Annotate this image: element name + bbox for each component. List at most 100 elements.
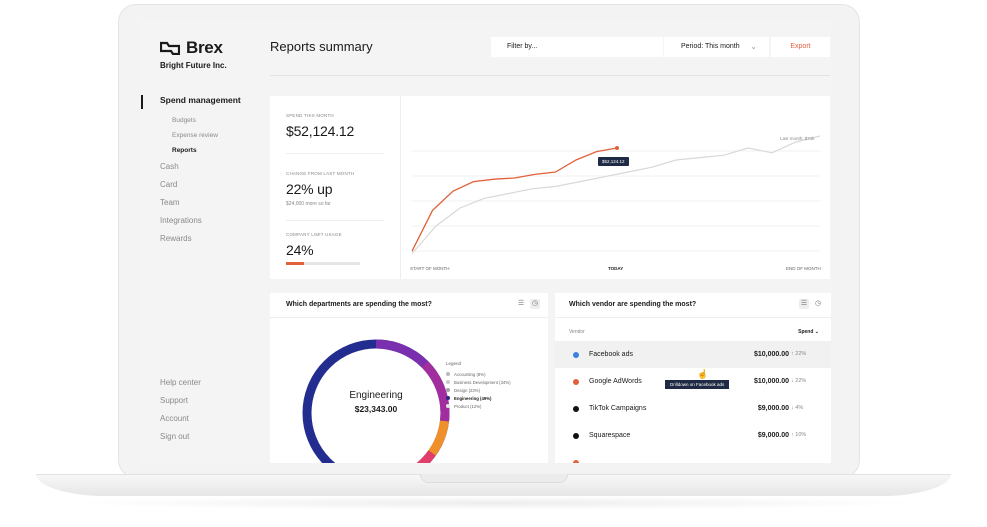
stat-spend: SPEND THIS MONTH $52,124.12	[286, 113, 391, 139]
vendors-title: Which vendor are spending the most?	[569, 301, 697, 308]
vendor-table-header: Vendor Spend ⌄	[569, 329, 819, 335]
nav-item-support[interactable]: Support	[160, 396, 189, 405]
nav-item-account[interactable]: Account	[160, 414, 189, 423]
legend-dot	[446, 396, 450, 400]
vendor-row[interactable]: TikTok Campaigns $9,000.00 ↓ 4%	[555, 395, 831, 422]
stat-spend-value: $52,124.12	[286, 123, 355, 139]
list-view-icon[interactable]: ☰	[799, 299, 809, 309]
list-view-icon[interactable]: ☰	[517, 300, 525, 307]
view-toggle: ☰ ◷	[516, 299, 540, 309]
last-month-label: Last month: $71k	[780, 136, 815, 141]
limit-usage-bar	[286, 262, 360, 265]
current-value-point[interactable]	[615, 146, 619, 150]
laptop-notch	[420, 474, 568, 483]
nav-active-indicator	[141, 95, 143, 109]
stat-limit: COMPANY LIMIT USAGE 24%	[286, 232, 391, 265]
brand[interactable]: Brex	[160, 38, 223, 58]
vendor-amount: $9,000.00	[757, 405, 789, 412]
legend-item[interactable]: Business Development (34%)	[446, 378, 511, 386]
legend-dot	[446, 380, 450, 384]
nav-sub-item-reports[interactable]: Reports	[172, 147, 197, 154]
col-vendor: Vendor	[569, 329, 585, 335]
legend-dot	[446, 404, 450, 408]
legend-dot	[446, 372, 450, 376]
donut-center-label: Engineering $23,343.00	[324, 390, 428, 414]
nav-item-team[interactable]: Team	[160, 198, 180, 207]
vendor-row[interactable]: Squarespace $9,000.00 ↑ 10%	[555, 422, 831, 449]
pie-view-icon[interactable]: ◷	[530, 299, 540, 309]
nav-item-sign-out[interactable]: Sign out	[160, 432, 190, 441]
vendor-dot	[573, 433, 579, 439]
chart-tooltip: $52,124.12	[598, 157, 629, 166]
vendor-dot	[573, 460, 579, 463]
vendor-amount: $10,000.00	[753, 378, 789, 385]
legend-item[interactable]: Engineering (49%)	[446, 394, 511, 402]
nav-sub-item-expense-review[interactable]: Expense review	[172, 132, 218, 139]
vendor-change: ↓ 22%	[791, 378, 807, 384]
vendor-name: Squarespace	[589, 432, 631, 439]
stat-change: CHANGE FROM LAST MONTH 22% up $24,000 mo…	[286, 171, 391, 207]
vendors-card: Which vendor are spending the most? ☰ ◷ …	[555, 293, 831, 463]
legend-item[interactable]: Product (12%)	[446, 402, 511, 410]
laptop-shadow	[60, 496, 927, 510]
spend-line-chart: Last month: $71k $52,124.12 START OF MON…	[402, 96, 830, 279]
x-label-start: START OF MONTH	[410, 266, 450, 271]
period-select[interactable]: Period: This month ⌄	[664, 37, 769, 57]
nav-spend-management[interactable]: Spend management	[160, 95, 241, 105]
view-toggle: ☰ ◷	[799, 299, 823, 309]
legend-dot	[446, 388, 450, 392]
col-spend-sort[interactable]: Spend ⌄	[798, 329, 819, 335]
line-chart-svg	[411, 135, 821, 254]
last-month-series-line	[411, 135, 821, 254]
sidebar-nav: Spend management Budgets Expense review Re…	[141, 95, 270, 248]
vendor-row[interactable]: Facebook ads $10,000.00 ↑ 22%	[555, 341, 831, 368]
filter-input[interactable]: Filter by...	[491, 37, 663, 57]
vendor-change: ↑ 10%	[791, 432, 807, 438]
department-legend: Legend Accounting (8%) Business Developme…	[446, 361, 511, 410]
stat-limit-value: 24%	[286, 242, 314, 258]
divider	[286, 220, 384, 221]
vendor-dot	[573, 352, 579, 358]
drilldown-tooltip: Drilldown on Facebook ads	[665, 380, 730, 389]
nav-item-card[interactable]: Card	[160, 180, 178, 189]
legend-item[interactable]: Design (23%)	[446, 386, 511, 394]
stat-change-note: $24,000 more so far	[286, 201, 331, 207]
x-label-today: TODAY	[608, 266, 624, 271]
hand-cursor-icon: ☝	[697, 369, 709, 379]
nav-item-cash[interactable]: Cash	[160, 162, 179, 171]
nav-item-integrations[interactable]: Integrations	[160, 216, 202, 225]
vendor-change: ↑ 22%	[791, 351, 807, 357]
stat-change-value: 22% up	[286, 181, 333, 197]
donut-center-value: $23,343.00	[354, 404, 398, 414]
divider	[270, 317, 548, 318]
legend-label: Engineering (49%)	[454, 395, 492, 401]
divider	[286, 153, 384, 154]
vendor-change: ↓ 4%	[791, 405, 804, 411]
departments-card: Which departments are spending the most?…	[270, 293, 548, 463]
stat-spend-label: SPEND THIS MONTH	[286, 113, 334, 118]
stat-limit-label: COMPANY LIMIT USAGE	[286, 232, 342, 237]
this-month-series-line	[411, 147, 618, 252]
nav-item-rewards[interactable]: Rewards	[160, 234, 192, 243]
vendor-row[interactable]: Google AdWords $10,000.00 ↓ 22%	[555, 368, 831, 395]
header-divider	[270, 75, 830, 76]
vendor-amount: $10,000.00	[753, 351, 789, 358]
nav-sub-item-budgets[interactable]: Budgets	[172, 117, 196, 124]
legend-label: Product (12%)	[454, 403, 482, 409]
legend-item[interactable]: Accounting (8%)	[446, 370, 511, 378]
sidebar-bottom-nav: Help center Support Account Sign out	[160, 374, 201, 446]
app-screen: Brex Bright Future Inc. Spend management…	[141, 20, 831, 463]
legend-label: Accounting (8%)	[454, 371, 486, 377]
brex-logo-icon	[160, 41, 180, 55]
nav-item-help-center[interactable]: Help center	[160, 378, 201, 387]
stats-card: SPEND THIS MONTH $52,124.12 CHANGE FROM …	[270, 96, 830, 279]
company-name: Bright Future Inc.	[160, 61, 227, 70]
vendor-row-partial	[555, 449, 831, 463]
brand-name: Brex	[186, 38, 223, 57]
donut-center-name: Engineering	[349, 390, 403, 401]
donut-segment	[416, 450, 436, 463]
vendor-dot	[573, 379, 579, 385]
pie-view-icon[interactable]: ◷	[814, 300, 822, 307]
export-button[interactable]: Export	[771, 37, 830, 57]
